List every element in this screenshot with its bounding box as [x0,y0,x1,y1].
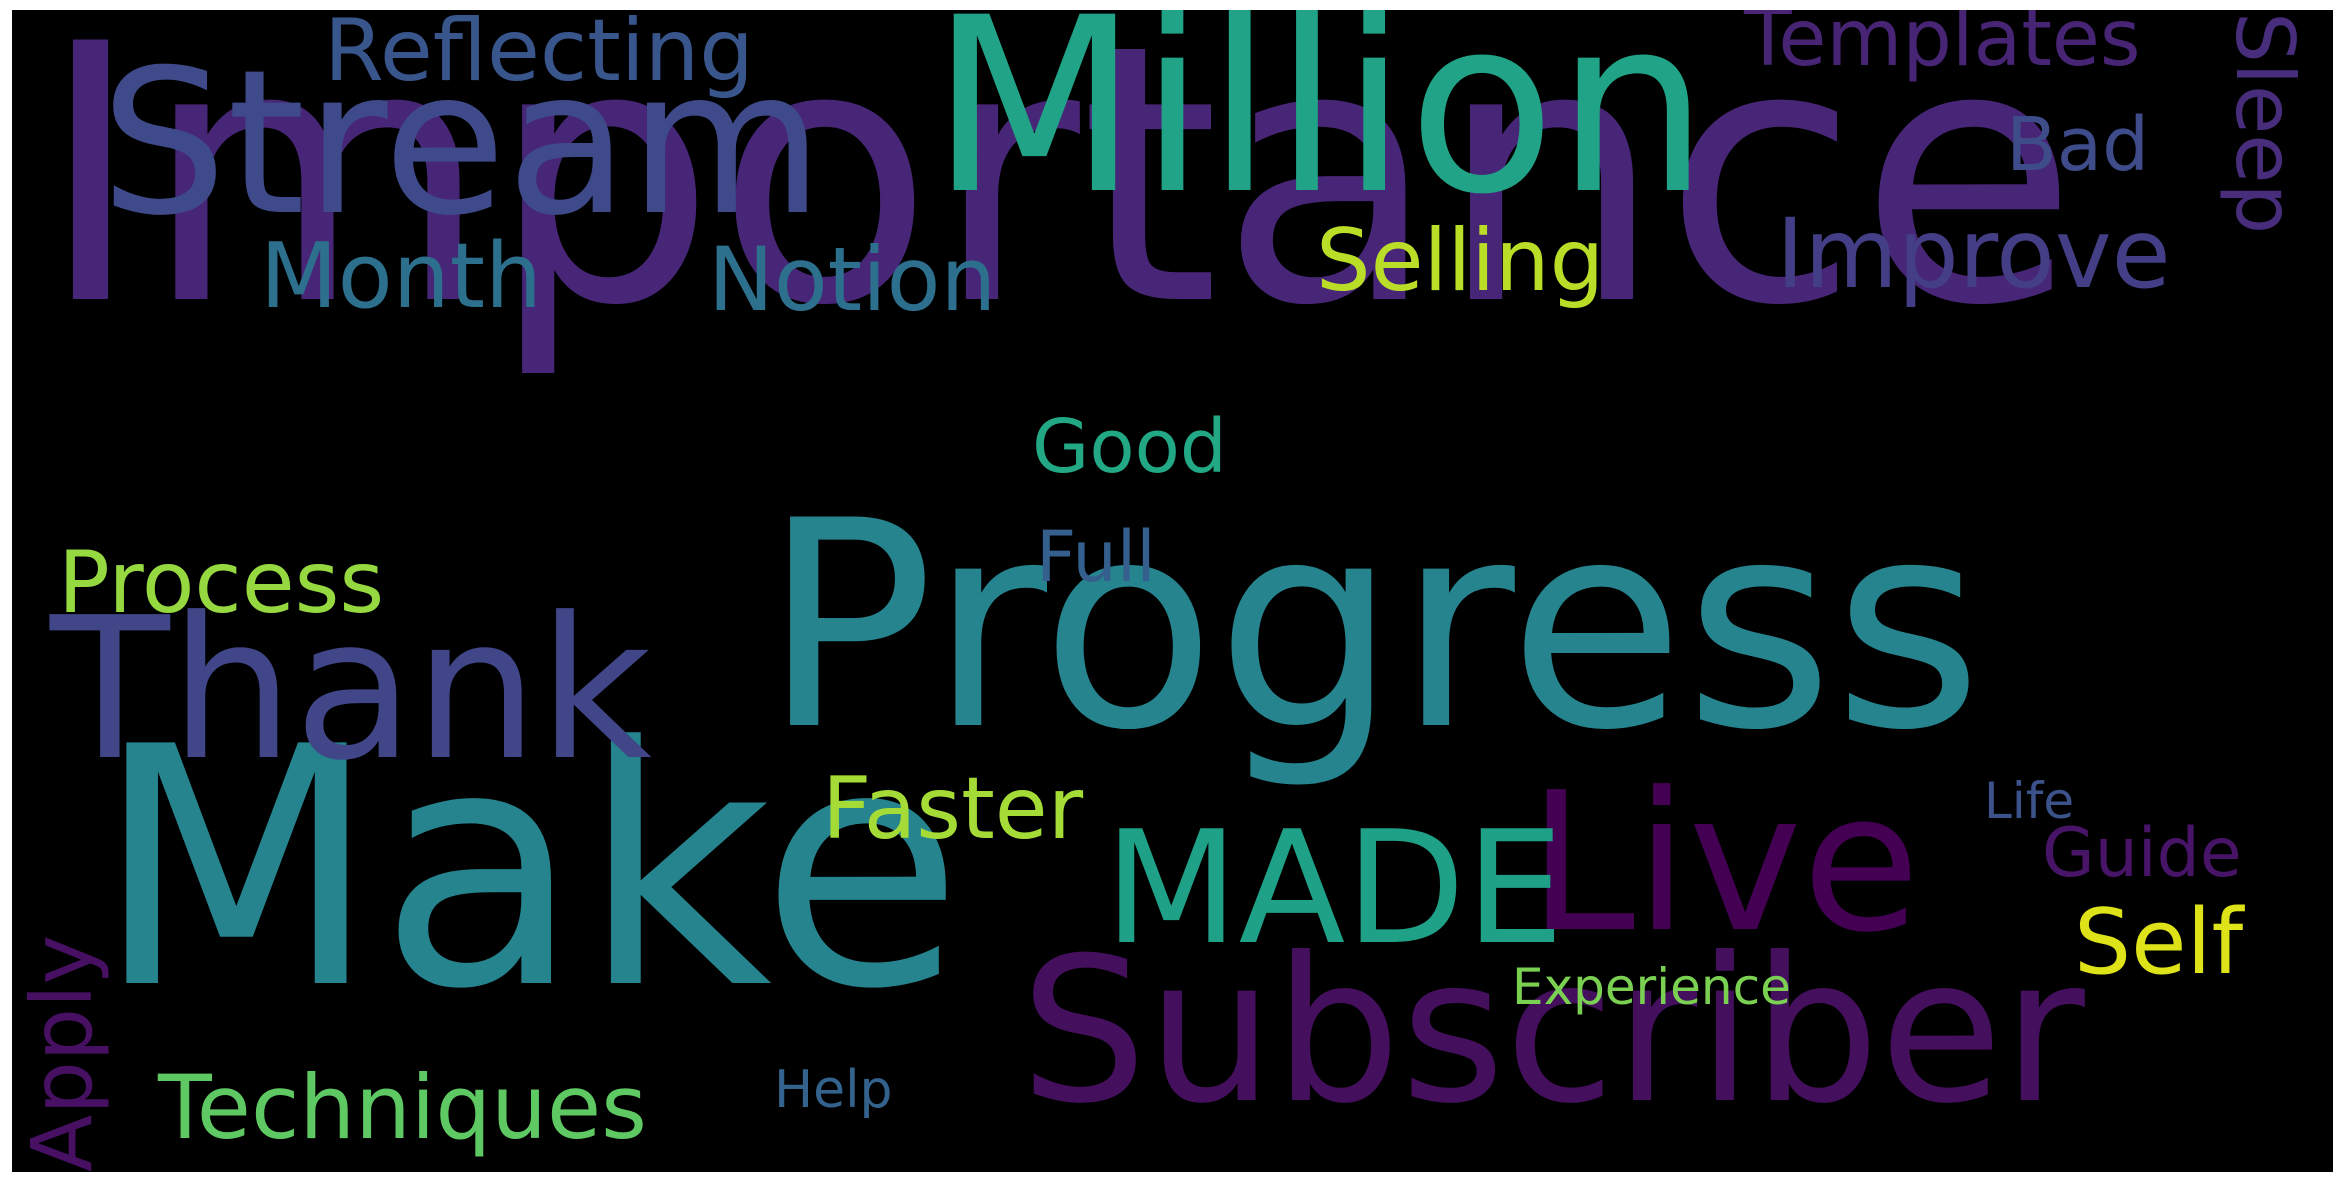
word-self: Self [2074,890,2244,995]
word-cloud-canvas: Importance Progress Make Million Stream … [12,10,2333,1172]
word-live: Live [1528,752,1921,975]
word-templates: Templates [1744,10,2141,84]
word-sleep: Sleep [2218,12,2311,235]
word-reflecting: Reflecting [324,10,754,101]
word-improve: Improve [1776,198,2171,310]
word-notion: Notion [708,228,997,331]
word-help: Help [774,1060,893,1120]
word-faster: Faster [822,759,1084,859]
word-million: Million [930,10,1710,248]
word-make: Make [94,677,964,1061]
word-thank: Thank [50,576,652,804]
word-apply: Apply [13,934,111,1172]
word-made: MADE [1104,797,1565,979]
word-experience: Experience [1512,958,1791,1016]
word-importance: Importance [38,10,2079,383]
word-full: Full [1036,516,1156,598]
word-selling: Selling [1316,211,1605,311]
word-progress: Progress [762,461,1983,793]
word-bad: Bad [2006,102,2150,188]
word-techniques: Techniques [158,1056,647,1159]
word-guide: Guide [2042,814,2242,893]
word-stream: Stream [100,27,824,260]
word-good: Good [1032,404,1227,490]
word-subscriber: Subscriber [1020,915,2085,1148]
word-month: Month [260,224,543,329]
word-life: Life [1984,772,2075,830]
word-process: Process [58,533,385,633]
